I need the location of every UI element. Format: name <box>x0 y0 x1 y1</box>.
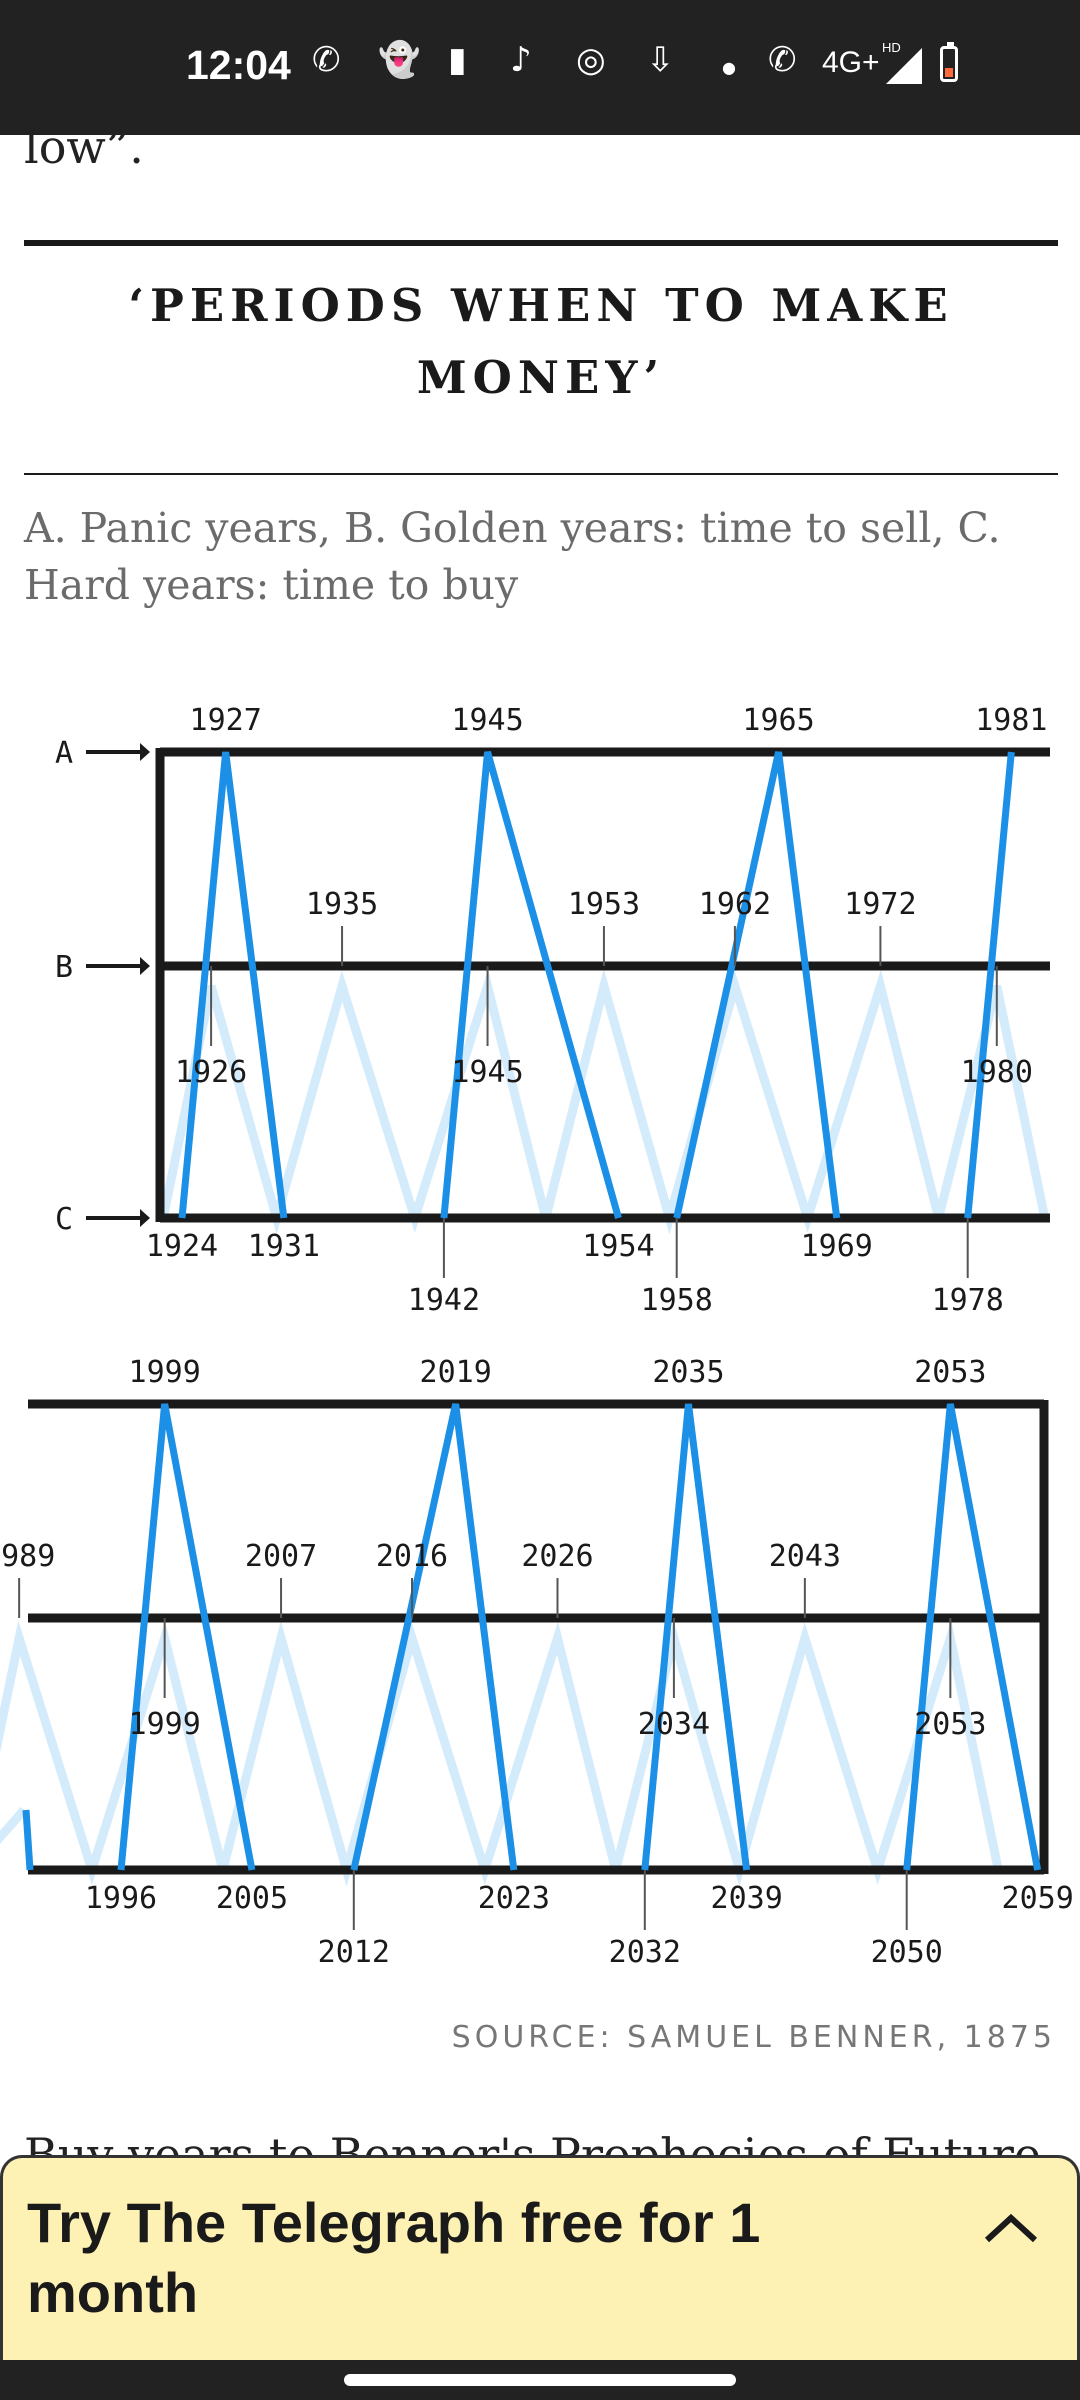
peak-year-label: 2019 <box>420 1355 492 1390</box>
trough-year-label: 1954 <box>582 1229 654 1264</box>
trough-year-label: 2050 <box>871 1935 943 1970</box>
level-label-C: C <box>55 1202 73 1237</box>
peak-year-label: 1927 <box>190 703 262 738</box>
chevron-up-icon[interactable] <box>983 2210 1039 2244</box>
article-text-fragment: low”. <box>24 120 144 174</box>
secondary-cycle-line <box>0 1620 1003 1887</box>
subscription-banner[interactable]: Try The Telegraph free for 1 month <box>0 2155 1080 2360</box>
chrome-icon: ◎ <box>576 40 606 80</box>
trough-year-label: 1978 <box>932 1283 1004 1318</box>
peak-year-label: 2053 <box>914 1355 986 1390</box>
hd-badge: HD <box>882 40 901 55</box>
secondary-year-label: 1980 <box>961 1055 1033 1090</box>
secondary-cycle-line <box>158 968 1050 1235</box>
secondary-year-label: 2016 <box>376 1539 448 1574</box>
peak-year-label: 1965 <box>742 703 814 738</box>
figure-source: SOURCE: SAMUEL BENNER, 1875 <box>451 2020 1056 2055</box>
signal-icon <box>886 48 922 84</box>
trough-year-label: 1996 <box>85 1881 157 1916</box>
status-bar: 12:04 ✆ 👻 ▮ ♪ ◎ ⇩ ● ✆ 4G+ HD <box>0 0 1080 135</box>
divider-thin <box>24 473 1058 475</box>
primary-cycle-line <box>903 1403 1042 1871</box>
level-label-B: B <box>55 950 73 985</box>
primary-cycle-line <box>178 751 288 1219</box>
level-arrowhead-C <box>140 1209 150 1227</box>
secondary-year-label: 1953 <box>568 887 640 922</box>
trough-year-label: 1969 <box>801 1229 873 1264</box>
peak-year-label: 1945 <box>451 703 523 738</box>
system-nav-bar <box>0 2360 1080 2400</box>
snapchat-icon: 👻 <box>378 40 421 80</box>
secondary-year-label: 2007 <box>245 1539 317 1574</box>
trough-year-label: 2023 <box>478 1881 550 1916</box>
primary-cycle-line <box>673 751 841 1219</box>
battery-icon <box>940 42 958 82</box>
secondary-year-label: 2053 <box>914 1707 986 1742</box>
trough-year-label: 2032 <box>609 1935 681 1970</box>
secondary-year-label: 2026 <box>521 1539 593 1574</box>
primary-cycle-line <box>22 1809 34 1871</box>
primary-cycle-line <box>117 1403 256 1871</box>
primary-cycle-line <box>641 1403 751 1871</box>
chart-labels: A B C 1924 1927 1931 1942 1945 1954 1958 1965 1969 1… <box>0 703 1074 1970</box>
secondary-year-label: 2034 <box>638 1707 710 1742</box>
trough-year-label: 2039 <box>711 1881 783 1916</box>
figure-caption: A. Panic years, B. Golden years: time to… <box>24 504 1001 609</box>
secondary-year-label: 1926 <box>175 1055 247 1090</box>
tiktok-icon: ♪ <box>510 40 532 80</box>
trough-year-label: 2012 <box>318 1935 390 1970</box>
secondary-year-label: 1999 <box>129 1707 201 1742</box>
trough-year-label: 2005 <box>216 1881 288 1916</box>
secondary-year-label: 1989 <box>0 1539 55 1574</box>
trough-year-label: 2059 <box>1002 1881 1074 1916</box>
wifi-calling-icon: ✆ <box>768 40 797 80</box>
peak-year-label: 1981 <box>975 703 1047 738</box>
figure-title: ‘PERIODS WHEN TO MAKE MONEY’ <box>128 279 954 404</box>
dot-icon: ● <box>722 58 736 77</box>
peak-year-label: 1999 <box>129 1355 201 1390</box>
primary-cycle-line <box>350 1403 518 1871</box>
phone-call-icon: ✆ <box>312 40 341 80</box>
secondary-year-label: 2043 <box>769 1539 841 1574</box>
chart-frame <box>28 747 1050 1875</box>
primary-cycle-layer <box>22 751 1042 1871</box>
secondary-cycle-layer <box>0 968 1050 1887</box>
level-label-A: A <box>55 736 73 771</box>
trough-year-label: 1958 <box>641 1283 713 1318</box>
secondary-year-label: 1935 <box>306 887 378 922</box>
alert-icon: ▮ <box>448 40 467 80</box>
level-arrowhead-A <box>140 743 150 761</box>
trough-year-label: 1924 <box>146 1229 218 1264</box>
trough-year-label: 1942 <box>408 1283 480 1318</box>
download-icon: ⇩ <box>646 40 675 80</box>
level-arrowhead-B <box>140 957 150 975</box>
primary-cycle-line <box>964 751 1015 1219</box>
secondary-year-label: 1962 <box>699 887 771 922</box>
status-time: 12:04 <box>186 42 291 88</box>
trough-year-label: 1931 <box>248 1229 320 1264</box>
peak-year-label: 2035 <box>652 1355 724 1390</box>
home-gesture-handle[interactable] <box>344 2374 736 2386</box>
divider-thick <box>24 240 1058 246</box>
network-type: 4G+ <box>822 46 880 79</box>
primary-cycle-line <box>440 751 622 1219</box>
secondary-year-label: 1972 <box>844 887 916 922</box>
benner-cycle-chart: A B C 1924 1927 1931 1942 1945 1954 1958 1965 1969 1… <box>0 703 1074 1970</box>
secondary-year-label: 1945 <box>451 1055 523 1090</box>
banner-text[interactable]: Try The Telegraph free for 1 month <box>27 2191 761 2324</box>
